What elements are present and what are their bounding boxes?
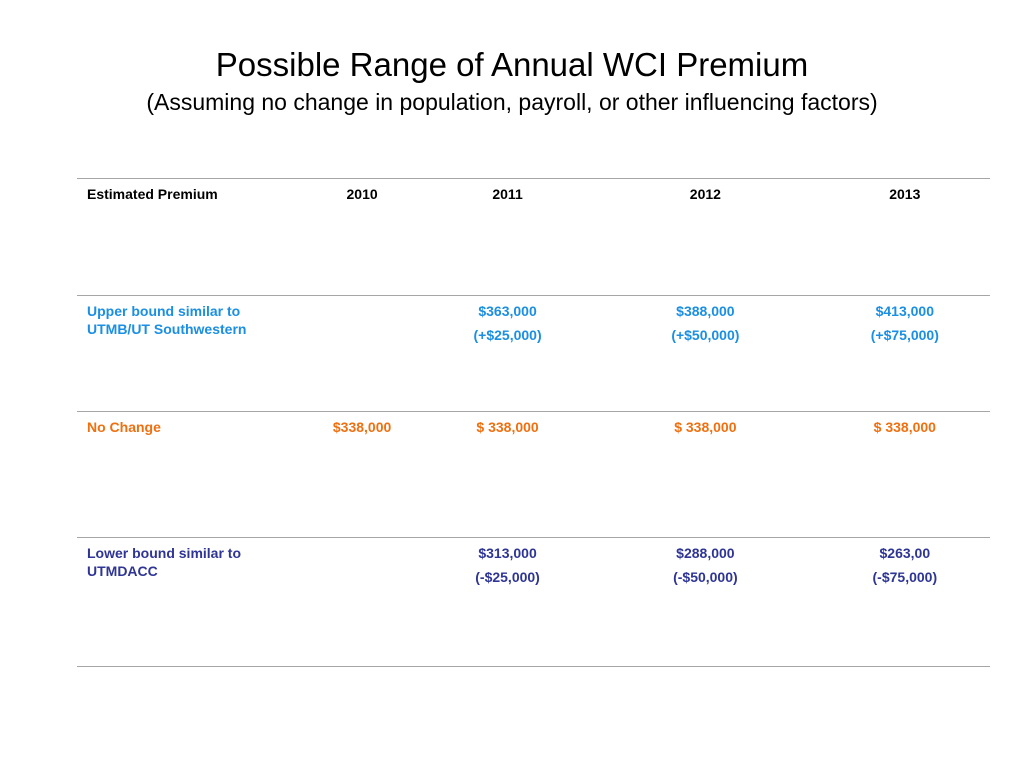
cell-2013: $ 338,000 [819, 411, 990, 538]
cell-change: (+$50,000) [671, 327, 740, 343]
premium-range-table: Estimated Premium 2010 2011 2012 2013 Up… [77, 178, 990, 667]
row-label: Lower bound similar to UTMDACC [77, 537, 301, 667]
header-estimated-premium: Estimated Premium [77, 178, 301, 296]
cell-2012: $388,000 (+$50,000) [591, 295, 820, 412]
cell-value: $363,000 [478, 303, 537, 319]
cell-change: (-$50,000) [673, 569, 738, 585]
cell-2012: $ 338,000 [591, 411, 820, 538]
cell-value: $413,000 [875, 303, 935, 319]
row-label: Upper bound similar to UTMB/UT Southwest… [77, 295, 301, 412]
cell-value: $388,000 [676, 303, 735, 319]
cell-value: $263,00 [879, 545, 931, 561]
cell-change: (+$75,000) [870, 327, 939, 343]
header-2013: 2013 [819, 178, 990, 296]
slide-subtitle: (Assuming no change in population, payro… [146, 89, 878, 115]
cell-value: $ 338,000 [873, 419, 936, 435]
table-row-upper-bound: Upper bound similar to UTMB/UT Southwest… [77, 295, 990, 412]
cell-change: (-$75,000) [872, 569, 938, 585]
cell-2011: $ 338,000 [423, 411, 592, 538]
cell-2011: $363,000 (+$25,000) [423, 295, 592, 412]
row-label: No Change [77, 411, 301, 538]
cell-change: (+$25,000) [473, 327, 542, 343]
header-2012: 2012 [591, 178, 820, 296]
cell-value: $ 338,000 [476, 419, 539, 435]
cell-value: $338,000 [332, 419, 392, 435]
cell-2012: $288,000 (-$50,000) [591, 537, 820, 667]
cell-value: $ 338,000 [674, 419, 737, 435]
cell-value: $313,000 [478, 545, 537, 561]
cell-2010: $338,000 [300, 411, 424, 538]
slide-title: Possible Range of Annual WCI Premium [215, 46, 809, 83]
header-2010: 2010 [300, 178, 424, 296]
table-row-lower-bound: Lower bound similar to UTMDACC $313,000 … [77, 537, 990, 667]
cell-2010 [300, 537, 424, 667]
header-2011: 2011 [423, 178, 592, 296]
cell-value: $288,000 [676, 545, 735, 561]
cell-2010 [300, 295, 424, 412]
table-header-row: Estimated Premium 2010 2011 2012 2013 [77, 178, 990, 296]
cell-change: (-$25,000) [475, 569, 540, 585]
cell-2013: $413,000 (+$75,000) [819, 295, 990, 412]
cell-2011: $313,000 (-$25,000) [423, 537, 592, 667]
cell-2013: $263,00 (-$75,000) [819, 537, 990, 667]
table-row-no-change: No Change $338,000 $ 338,000 $ 338,000 $… [77, 411, 990, 538]
